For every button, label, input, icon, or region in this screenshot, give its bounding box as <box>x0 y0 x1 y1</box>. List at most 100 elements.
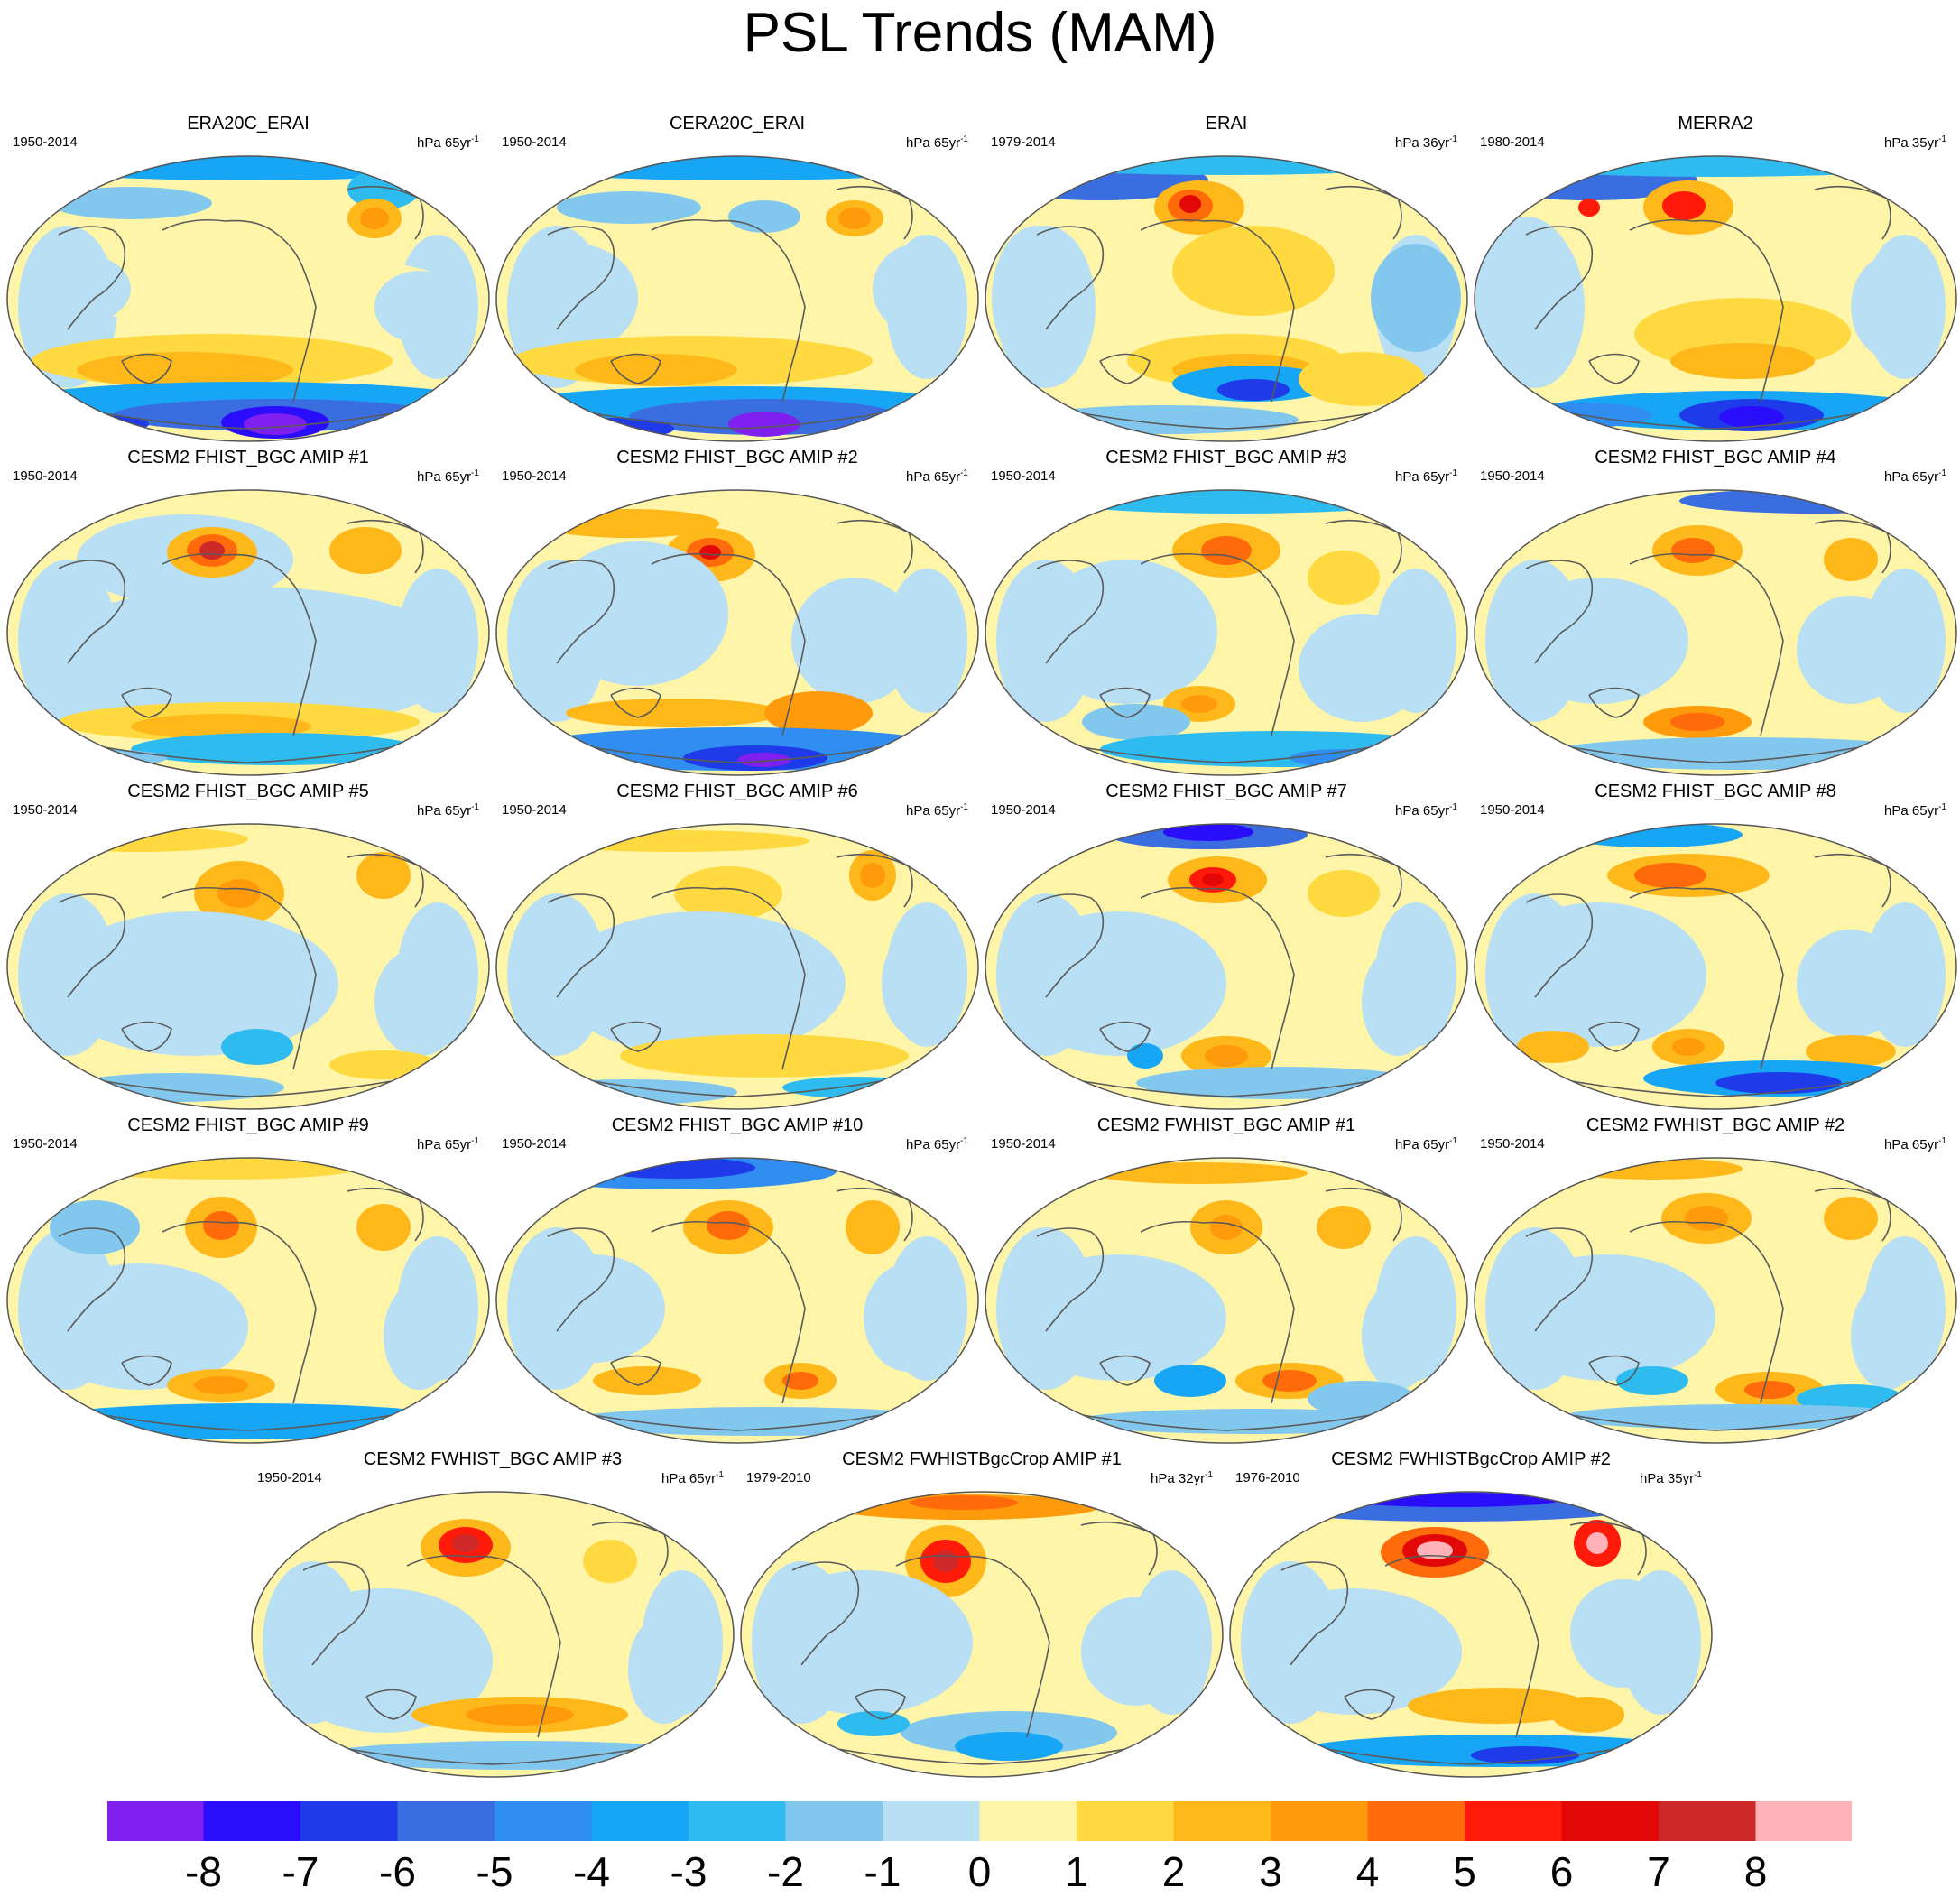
panel-units-exponent: -1 <box>1938 1136 1946 1146</box>
trend-contour <box>707 1211 750 1240</box>
coastline <box>651 218 806 403</box>
colorbar-swatch <box>689 1800 786 1842</box>
trend-contour <box>992 226 1082 370</box>
colorbar-tick-label: 5 <box>1453 1848 1476 1895</box>
panel-units-exponent: -1 <box>1938 468 1946 478</box>
panel-units: hPa 65yr-1 <box>1395 1134 1457 1153</box>
coastline <box>302 1561 371 1666</box>
trend-contour <box>1517 1031 1589 1063</box>
colorbar-swatch <box>300 1800 398 1842</box>
trend-contour <box>910 1495 1018 1510</box>
panel-period: 1950-2014 <box>13 468 78 484</box>
coastline <box>58 560 126 664</box>
trend-contour <box>244 413 307 435</box>
coastline <box>1525 560 1594 664</box>
coastline <box>855 1689 906 1720</box>
robinson-map <box>985 155 1468 442</box>
panel-units-exponent: -1 <box>471 1136 479 1146</box>
coastline <box>1588 353 1640 384</box>
coastline <box>1280 1561 1349 1666</box>
panel-period: 1950-2014 <box>1480 802 1545 818</box>
coastline <box>1588 1355 1640 1386</box>
trend-contour <box>32 1263 248 1390</box>
trend-contour <box>593 1366 701 1395</box>
trend-contour <box>1562 824 1743 847</box>
colorbar-tick-label: -6 <box>379 1848 416 1895</box>
panel-units-text: hPa 65yr <box>1884 803 1939 819</box>
panel-units-exponent: -1 <box>960 468 968 478</box>
robinson-map <box>6 489 490 776</box>
trend-contour <box>1662 191 1706 220</box>
panel-units-text: hPa 65yr <box>417 135 472 151</box>
trend-contour <box>1082 704 1190 740</box>
coastline <box>651 552 806 736</box>
panel-units-text: hPa 65yr <box>661 1471 717 1486</box>
trend-contour <box>374 271 465 343</box>
colorbar-swatch <box>979 1800 1077 1842</box>
trend-contour <box>217 879 261 908</box>
panel-title: ERA20C_ERAI <box>187 114 310 134</box>
colorbar-swatch <box>495 1800 592 1842</box>
trend-contour <box>1797 596 1905 704</box>
trend-contour <box>1670 713 1724 731</box>
colorbar-tick-label: -5 <box>476 1848 513 1895</box>
colorbar-swatch <box>883 1800 980 1842</box>
colorbar-swatch <box>1755 1800 1853 1842</box>
trend-contour <box>1824 538 1878 581</box>
panel-units-exponent: -1 <box>1449 468 1457 478</box>
trend-contour <box>1055 490 1416 514</box>
trend-contour <box>356 852 411 899</box>
coastline <box>1140 218 1295 403</box>
colorbar-tick-label: -8 <box>185 1848 222 1895</box>
trend-contour <box>557 191 701 224</box>
trend-contour <box>50 911 338 1056</box>
trend-contour <box>1081 1597 1189 1706</box>
panel-units-text: hPa 65yr <box>906 135 961 151</box>
panel-units-exponent: -1 <box>960 1136 968 1146</box>
trend-contour <box>1475 217 1580 379</box>
trend-contour <box>566 1407 963 1436</box>
trend-contour <box>1202 874 1224 886</box>
panel-title: CESM2 FHIST_BGC AMIP #9 <box>127 1115 369 1135</box>
trend-contour <box>1570 1579 1678 1688</box>
coastline <box>791 1561 860 1666</box>
trend-contour <box>548 541 728 686</box>
colorbar-tick-label: 7 <box>1647 1848 1670 1895</box>
colorbar-tick-label: -4 <box>573 1848 610 1895</box>
coastline <box>121 353 172 384</box>
robinson-map <box>1229 1491 1713 1778</box>
trend-contour <box>1499 156 1932 177</box>
panel-units-text: hPa 36yr <box>1395 135 1450 151</box>
trend-contour <box>23 749 167 767</box>
map-panel: ERAI 1979-2014 hPa 36yr-1 <box>983 114 1470 448</box>
trend-contour <box>1371 244 1461 352</box>
panel-title: CESM2 FHIST_BGC AMIP #8 <box>1595 782 1836 801</box>
panel-period: 1979-2014 <box>991 134 1056 150</box>
panel-title: CESM2 FWHIST_BGC AMIP #1 <box>1096 1115 1356 1135</box>
map-panel: CESM2 FHIST_BGC AMIP #2 1950-2014 hPa 65yr… <box>494 448 981 782</box>
panel-units-exponent: -1 <box>960 802 968 812</box>
colorbar-swatch <box>1271 1800 1368 1842</box>
trend-contour <box>557 911 846 1056</box>
coastline <box>1629 218 1784 403</box>
robinson-map <box>1474 1157 1957 1444</box>
coastline <box>1036 1227 1105 1332</box>
trend-contour <box>1634 863 1706 888</box>
trend-contour <box>203 1211 239 1240</box>
panel-title: CESM2 FWHISTBgcCrop AMIP #1 <box>842 1449 1122 1469</box>
trend-contour <box>846 1200 900 1254</box>
coastline <box>1588 1021 1640 1052</box>
coastline <box>1525 1227 1594 1332</box>
trend-contour <box>1408 1688 1588 1724</box>
trend-contour <box>873 244 963 334</box>
trend-contour <box>548 418 674 440</box>
colorbar-tick-label: -2 <box>767 1848 804 1895</box>
trend-contour <box>41 253 456 325</box>
map-panel: CESM2 FHIST_BGC AMIP #8 1950-2014 hPa 65yr… <box>1472 782 1959 1115</box>
panel-title: CESM2 FWHIST_BGC AMIP #2 <box>1586 1115 1845 1135</box>
trend-contour <box>1010 911 1226 1056</box>
colorbar-swatch <box>1367 1800 1465 1842</box>
map-panel: CESM2 FHIST_BGC AMIP #1 1950-2014 hPa 65yr… <box>5 448 492 782</box>
robinson-map <box>985 1157 1468 1444</box>
panel-period: 1950-2014 <box>502 802 567 818</box>
